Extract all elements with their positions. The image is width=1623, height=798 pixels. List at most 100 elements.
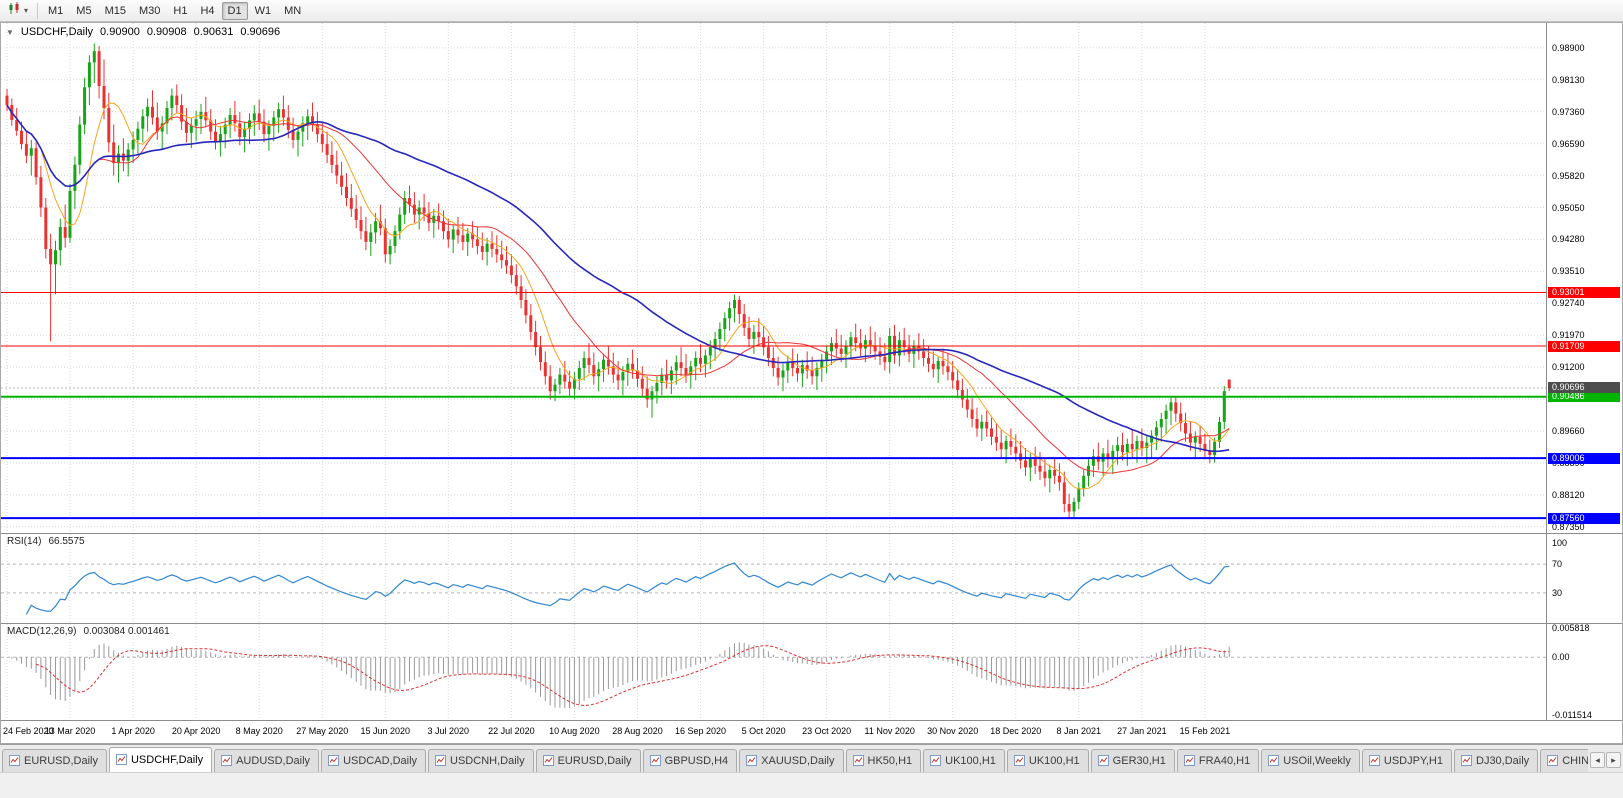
chart-tab-fra40-h1[interactable]: FRA40,H1 <box>1176 749 1260 772</box>
ma-line-20 <box>6 104 1230 474</box>
rsi-axis-tick: 100 <box>1552 537 1568 548</box>
macd-values: 0.003084 0.001461 <box>83 626 170 637</box>
chart-symbol-period: USDCHF,Daily <box>20 26 94 38</box>
chart-tab-usdcnh-daily[interactable]: USDCNH,Daily <box>428 749 534 772</box>
chart-tab-xauusd-daily[interactable]: XAUUSD,Daily <box>739 749 844 772</box>
mini-chart-icon <box>1461 755 1472 766</box>
price-chart-canvas[interactable] <box>1 23 1546 533</box>
chart-tab-gbpusd-h4[interactable]: GBPUSD,H4 <box>642 749 738 772</box>
price-tick: 0.98900 <box>1552 42 1585 53</box>
pane-splitter[interactable] <box>1 533 1622 534</box>
mini-chart-icon <box>115 754 127 765</box>
mini-chart-icon <box>221 755 233 766</box>
mini-chart-icon <box>542 755 554 766</box>
chart-tab-label: EURUSD,Daily <box>557 754 632 767</box>
chart-tab-label: USDCAD,Daily <box>343 754 418 767</box>
ohlc-open: 0.90900 <box>100 26 140 38</box>
mini-chart-icon <box>1268 755 1280 766</box>
ohlc-high: 0.90908 <box>146 26 187 38</box>
rsi-axis-tick: 30 <box>1552 587 1563 598</box>
mini-chart-icon <box>1097 755 1109 766</box>
chart-tab-eurusd-daily[interactable]: EURUSD,Daily <box>2 749 107 772</box>
timeframe-button-m30[interactable]: M30 <box>138 4 161 17</box>
mini-chart-icon <box>746 755 758 766</box>
macd-canvas[interactable] <box>1 624 1546 720</box>
collapse-panel-icon[interactable]: ▼ <box>6 27 14 37</box>
chart-tab-china300-h1[interactable]: CHINA300,H1 <box>1540 749 1588 772</box>
chart-tab-bar: EURUSD,Daily USDCHF,Daily AUDUSD,Daily USDC… <box>0 744 1623 772</box>
tab-scroll-left-button[interactable]: ◂ <box>1590 752 1605 768</box>
chart-tab-usdjpy-h1[interactable]: USDJPY,H1 <box>1361 749 1452 772</box>
chart-tab-uk100-h1[interactable]: UK100,H1 <box>923 749 1005 772</box>
chart-tab-uk100-h1[interactable]: UK100,H1 <box>1006 749 1089 772</box>
date-label: 15 Feb 2021 <box>1179 726 1231 736</box>
chevron-down-icon: ▾ <box>24 6 29 15</box>
timeframe-button-m5[interactable]: M5 <box>76 4 92 17</box>
ohlc-low: 0.90631 <box>193 26 234 38</box>
price-tick: 0.93510 <box>1552 266 1585 277</box>
chart-tab-usdcad-daily[interactable]: USDCAD,Daily <box>321 749 427 772</box>
mini-chart-icon <box>649 755 661 766</box>
chart-tab-dj30-daily[interactable]: DJ30,Daily <box>1454 749 1539 772</box>
macd-axis-tick: 0.00 <box>1552 652 1570 663</box>
chart-tab-audusd-daily[interactable]: AUDUSD,Daily <box>214 749 320 772</box>
rsi-label: RSI(14) 66.5575 <box>7 536 85 547</box>
rsi-name: RSI(14) <box>7 536 42 547</box>
tab-scroll-right-button[interactable]: ▸ <box>1606 752 1621 768</box>
rsi-axis-tick: 70 <box>1552 559 1563 570</box>
price-tag-level: 0.87560 <box>1548 512 1620 524</box>
date-label: 27 Jan 2021 <box>1117 726 1167 736</box>
macd-plot[interactable]: MACD(12,26,9) 0.003084 0.001461 <box>1 624 1546 720</box>
timeframe-button-h1[interactable]: H1 <box>173 4 188 17</box>
chart-mode-button[interactable]: ▾ <box>3 1 33 20</box>
ma-line-50 <box>6 104 1230 453</box>
chart-tab-label: AUDUSD,Daily <box>236 754 311 767</box>
chart-tab-label: XAUUSD,Daily <box>761 754 835 767</box>
tab-scroll-group: ◂ ▸ <box>1590 752 1621 772</box>
price-tick: 0.95050 <box>1552 202 1585 213</box>
timeframe-button-h4[interactable]: H4 <box>200 4 215 17</box>
chart-tab-hk50-h1[interactable]: HK50,H1 <box>845 749 922 772</box>
timeframe-button-d1[interactable]: D1 <box>221 1 248 20</box>
date-label: 23 Oct 2020 <box>802 726 852 736</box>
price-pane: ▼ USDCHF,Daily 0.90900 0.90908 0.90631 0… <box>1 23 1622 533</box>
date-label: 8 Jan 2021 <box>1056 726 1102 736</box>
date-label: 10 Aug 2020 <box>549 726 600 736</box>
macd-axis: 0.005818 0.00 -0.011514 <box>1546 623 1622 720</box>
rsi-axis: 100 70 30 <box>1546 534 1622 623</box>
chart-tab-label: HK50,H1 <box>867 754 913 767</box>
top-toolbar: ▾ M1 M5 M15 M30 H1 H4 D1 W1 MN <box>0 0 1623 22</box>
chart-tab-label: EURUSD,Daily <box>24 754 98 767</box>
chart-tab-ger30-h1[interactable]: GER30,H1 <box>1090 749 1175 772</box>
price-tick: 0.94280 <box>1552 234 1585 245</box>
toolbar-separator <box>37 2 39 19</box>
rsi-plot[interactable]: RSI(14) 66.5575 <box>1 534 1546 623</box>
price-tick: 0.91970 <box>1552 330 1585 341</box>
chart-tab-usoil-weekly[interactable]: USOil,Weekly <box>1261 749 1360 772</box>
timeframe-button-m1[interactable]: M1 <box>48 4 64 17</box>
rsi-canvas[interactable] <box>1 534 1546 623</box>
timeframe-button-group: M1 M5 M15 M30 H1 H4 D1 W1 MN <box>42 1 307 20</box>
chart-tab-usdchf-daily[interactable]: USDCHF,Daily <box>108 747 213 772</box>
arrow-left-icon: ◂ <box>1595 755 1600 765</box>
mini-chart-icon <box>1368 755 1380 766</box>
timeframe-button-mn[interactable]: MN <box>284 4 302 17</box>
price-axis: 0.98900 0.98130 0.97360 0.96590 0.95820 0.950… <box>1546 23 1622 533</box>
chart-tab-eurusd-daily[interactable]: EURUSD,Daily <box>535 749 641 772</box>
chart-tab-strip: EURUSD,Daily USDCHF,Daily AUDUSD,Daily USDC… <box>2 747 1588 772</box>
candles <box>5 43 1231 518</box>
chart-tab-label: CHINA300,H1 <box>1562 754 1588 767</box>
chart-tab-label: USOil,Weekly <box>1283 754 1351 767</box>
date-label: 5 Oct 2020 <box>741 726 786 736</box>
time-axis[interactable]: 24 Feb 2020 13 Mar 2020 1 Apr 2020 20 Apr 2… <box>1 720 1622 743</box>
timeframe-button-w1[interactable]: W1 <box>254 4 272 17</box>
timeframe-button-m15[interactable]: M15 <box>104 4 126 17</box>
mini-chart-icon <box>852 755 864 766</box>
chart-tab-label: UK100,H1 <box>1028 754 1080 767</box>
price-tick: 0.97360 <box>1552 106 1585 117</box>
pane-splitter[interactable] <box>1 623 1622 624</box>
candlestick-chart-icon <box>8 1 22 20</box>
macd-histogram <box>11 642 1230 709</box>
price-chart-plot[interactable]: ▼ USDCHF,Daily 0.90900 0.90908 0.90631 0… <box>1 23 1546 533</box>
date-label: 1 Apr 2020 <box>111 726 155 736</box>
